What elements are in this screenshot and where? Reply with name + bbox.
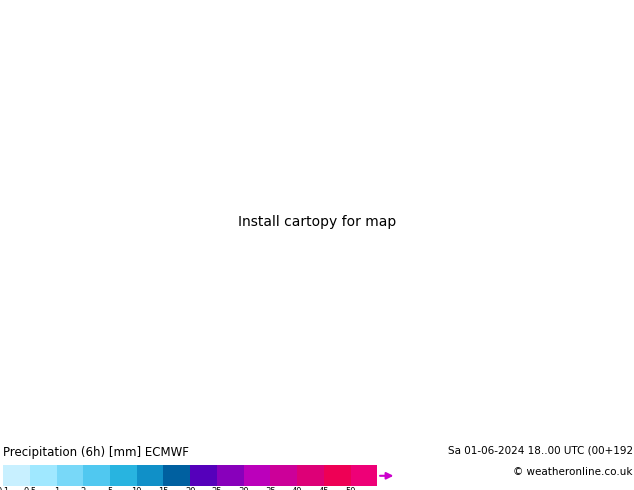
Text: 50: 50: [346, 487, 356, 490]
Bar: [110, 465, 137, 487]
Text: Sa 01-06-2024 18..00 UTC (00+192: Sa 01-06-2024 18..00 UTC (00+192: [448, 445, 633, 455]
Bar: [3, 465, 30, 487]
Bar: [297, 465, 324, 487]
Bar: [351, 465, 377, 487]
Text: 1: 1: [54, 487, 59, 490]
Bar: [56, 465, 83, 487]
Text: 0.5: 0.5: [23, 487, 36, 490]
Text: 0.1: 0.1: [0, 487, 10, 490]
Text: 35: 35: [265, 487, 276, 490]
Text: 40: 40: [292, 487, 302, 490]
Bar: [270, 465, 297, 487]
Text: 30: 30: [238, 487, 249, 490]
Bar: [83, 465, 110, 487]
Text: © weatheronline.co.uk: © weatheronline.co.uk: [514, 466, 633, 477]
Text: 15: 15: [158, 487, 169, 490]
Text: 10: 10: [131, 487, 142, 490]
Bar: [30, 465, 56, 487]
Text: Install cartopy for map: Install cartopy for map: [238, 216, 396, 229]
Text: 20: 20: [185, 487, 195, 490]
Bar: [190, 465, 217, 487]
Text: Precipitation (6h) [mm] ECMWF: Precipitation (6h) [mm] ECMWF: [3, 446, 189, 459]
Bar: [324, 465, 351, 487]
Bar: [137, 465, 164, 487]
Bar: [243, 465, 270, 487]
Bar: [164, 465, 190, 487]
Text: 45: 45: [318, 487, 329, 490]
Text: 5: 5: [107, 487, 113, 490]
Text: 2: 2: [81, 487, 86, 490]
Bar: [217, 465, 243, 487]
Text: 25: 25: [212, 487, 222, 490]
